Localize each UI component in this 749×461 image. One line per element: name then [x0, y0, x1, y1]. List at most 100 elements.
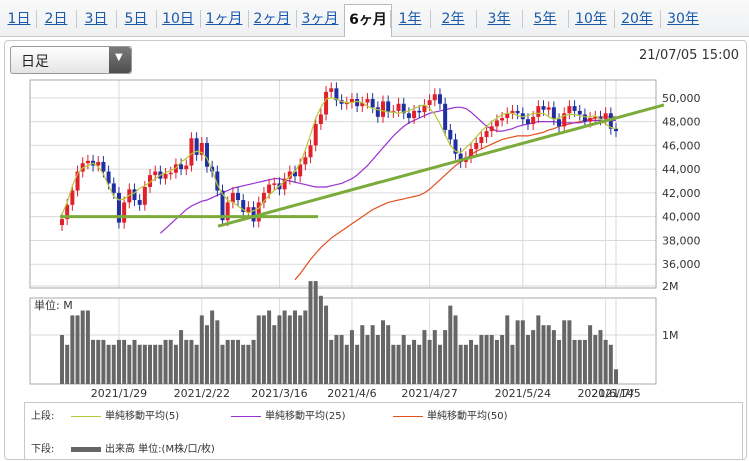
- tab-period-11[interactable]: 3年: [487, 11, 511, 27]
- volume-bar: [562, 320, 567, 384]
- candle-body: [153, 171, 158, 176]
- volume-bar: [96, 339, 101, 384]
- volume-bar: [251, 339, 256, 384]
- volume-bar: [614, 369, 618, 384]
- volume-bar: [339, 335, 344, 384]
- tab-separator: [76, 10, 77, 28]
- candle-interval-select[interactable]: 日足 ▼: [10, 46, 132, 74]
- volume-bar: [261, 315, 266, 384]
- candle-body: [334, 88, 339, 101]
- candle-body: [101, 162, 106, 172]
- tab-period-9[interactable]: 1年: [398, 11, 422, 27]
- volume-bar: [111, 344, 116, 384]
- candle-body: [422, 104, 427, 113]
- candle-body: [401, 103, 406, 114]
- volume-bar: [463, 344, 468, 384]
- date-tick-label: 2021/4/27: [401, 387, 457, 400]
- candle-body: [85, 160, 90, 164]
- volume-bar: [427, 339, 432, 384]
- candle-body: [70, 190, 75, 205]
- dropdown-arrow-icon[interactable]: ▼: [109, 47, 131, 73]
- tab-period-0[interactable]: 1日: [7, 11, 31, 27]
- tab-period-2[interactable]: 3日: [84, 11, 108, 27]
- legend-lower-label: 下段:: [31, 444, 55, 455]
- volume-bar: [349, 330, 354, 384]
- tab-separator: [522, 10, 523, 28]
- period-tab-bar: 1日 2日 3日 5日 10日 1ヶ月 2ヶ月 3ヶ月 6ヶ月 1年 2年 3年 5年 10年 20年 30年: [0, 0, 749, 37]
- tab-period-8[interactable]: 6ヶ月: [344, 4, 392, 37]
- date-tick-label: 2021/3/16: [251, 387, 307, 400]
- tab-period-14[interactable]: 20年: [621, 11, 653, 27]
- volume-bar: [479, 335, 484, 384]
- candle-body: [251, 207, 256, 222]
- tab-period-5[interactable]: 1ヶ月: [205, 11, 243, 27]
- legend-ma25: 単純移動平均(25): [231, 407, 346, 422]
- volume-bar: [417, 344, 422, 384]
- price-tick-label: 46,000: [662, 139, 701, 152]
- date-tick-label: 2021/7/5: [591, 387, 640, 400]
- tab-separator: [568, 10, 569, 28]
- volume-tick-label: 1M: [662, 329, 679, 342]
- volume-bar: [189, 339, 194, 384]
- chart-panel: [4, 40, 747, 460]
- candle-body: [137, 200, 142, 205]
- tab-period-12[interactable]: 5年: [533, 11, 557, 27]
- volume-bar: [210, 310, 215, 384]
- candle-body: [236, 192, 241, 201]
- volume-bar: [163, 339, 168, 384]
- volume-bar: [184, 339, 189, 384]
- ma5-swatch: [71, 415, 101, 417]
- candle-body: [298, 164, 303, 177]
- candle-body: [204, 142, 209, 167]
- volume-y-axis: 2M 1M 単位: M: [34, 280, 679, 342]
- volume-bar: [241, 344, 246, 384]
- volume-bar: [137, 344, 142, 384]
- tab-period-3[interactable]: 5日: [124, 11, 148, 27]
- candle-body: [360, 102, 365, 107]
- tab-period-6[interactable]: 2ヶ月: [253, 11, 291, 27]
- date-tick-label: 2021/2/22: [174, 387, 230, 400]
- tab-period-10[interactable]: 2年: [441, 11, 465, 27]
- tab-period-7[interactable]: 3ヶ月: [301, 11, 339, 27]
- tab-period-1[interactable]: 2日: [44, 11, 68, 27]
- legend-ma5: 単純移動平均(5): [71, 407, 179, 422]
- candle-body: [432, 94, 437, 101]
- volume-tick-label: 2M: [662, 280, 679, 293]
- volume-bar: [582, 339, 587, 384]
- volume-bar: [298, 315, 303, 384]
- volume-bar: [567, 320, 572, 384]
- candle-body: [453, 139, 458, 154]
- candle-body: [417, 110, 422, 113]
- legend-ma50-label: 単純移動平均(50): [427, 411, 508, 422]
- volume-bar: [142, 344, 147, 384]
- candle-body: [256, 202, 261, 222]
- tab-separator: [200, 10, 201, 28]
- volume-bar: [153, 344, 158, 384]
- price-frame: [29, 79, 657, 289]
- candle-body: [375, 107, 380, 117]
- candle-body: [230, 192, 235, 203]
- date-axis: 2021/1/29 2021/2/22 2021/3/16 2021/4/6 2021/…: [91, 387, 641, 400]
- candle-body: [272, 183, 277, 185]
- legend-volume-label: 出来高 単位:(M株/口/枚): [105, 444, 215, 455]
- volume-bar: [396, 344, 401, 384]
- candle-body: [469, 148, 474, 158]
- tab-separator: [156, 10, 157, 28]
- volume-bar: [173, 344, 178, 384]
- candle-body: [287, 171, 292, 179]
- candle-body: [60, 219, 64, 226]
- volume-bar: [179, 330, 184, 384]
- tab-period-15[interactable]: 30年: [667, 11, 699, 27]
- candle-body: [494, 120, 499, 127]
- candle-body: [292, 171, 297, 177]
- price-tick-label: 48,000: [662, 116, 701, 129]
- tab-separator: [390, 10, 391, 28]
- tab-period-13[interactable]: 10年: [575, 11, 607, 27]
- volume-bar: [365, 335, 370, 384]
- candle-body: [505, 113, 510, 119]
- tab-period-4[interactable]: 10日: [162, 11, 194, 27]
- candle-body: [163, 173, 168, 179]
- candle-body: [75, 171, 80, 191]
- volume-bar: [334, 335, 339, 384]
- volume-bar: [355, 344, 360, 384]
